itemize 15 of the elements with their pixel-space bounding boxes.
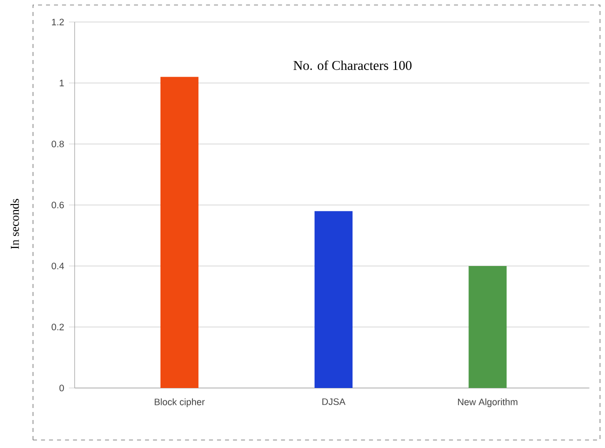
y-tick-label: 0 — [59, 384, 64, 392]
y-tick-label: 0.2 — [52, 324, 64, 330]
y-tick-label: 0.6 — [52, 202, 64, 208]
y-tick-label: 1 — [60, 80, 64, 86]
y-axis-title: In seconds — [10, 198, 19, 250]
bar — [314, 211, 353, 388]
x-tick-label: DJSA — [322, 398, 346, 405]
text: No. of Characters 100 — [294, 60, 412, 70]
y-tick-label: 1.2 — [52, 18, 64, 26]
y-tick-label: 0.4 — [52, 262, 64, 270]
x-tick-label: Block cipher — [154, 398, 205, 408]
bar — [468, 266, 507, 388]
y-tick-label: 0.8 — [52, 140, 64, 148]
bar — [160, 76, 198, 388]
x-tick-label: New Algorithm — [458, 398, 518, 408]
